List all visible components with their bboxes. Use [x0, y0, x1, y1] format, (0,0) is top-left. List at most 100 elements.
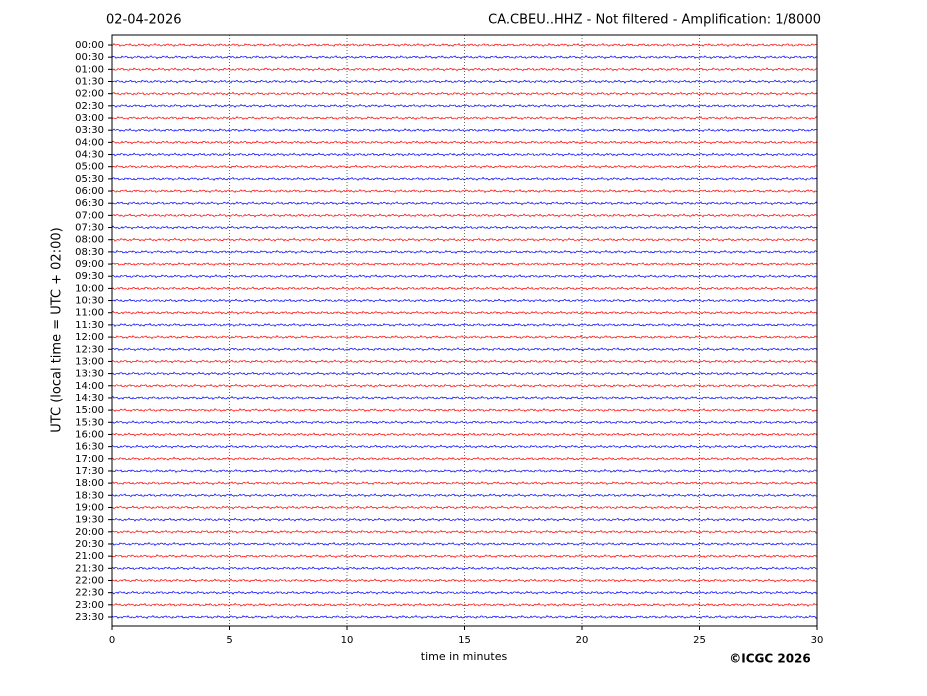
seismic-trace: [111, 298, 818, 303]
seismic-trace: [111, 481, 818, 486]
y-tick-label: 03:00: [75, 113, 104, 124]
y-tick-label: 19:30: [75, 515, 104, 526]
y-tick-label: 07:00: [75, 210, 104, 221]
seismic-trace: [111, 176, 818, 181]
y-tick-label: 14:30: [75, 393, 104, 404]
x-axis-label: time in minutes: [421, 650, 508, 663]
seismic-trace: [111, 541, 818, 547]
y-tick-label: 12:30: [75, 344, 104, 355]
y-tick-label: 12:00: [75, 332, 104, 343]
y-tick-label: 06:30: [75, 198, 104, 209]
seismic-trace: [111, 578, 818, 583]
y-tick-label: 01:00: [75, 64, 104, 75]
seismic-trace: [111, 42, 818, 48]
y-tick-label: 10:00: [75, 283, 104, 294]
seismic-trace: [111, 225, 818, 230]
y-tick-label: 02:00: [75, 89, 104, 100]
seismic-trace: [111, 262, 818, 267]
x-tick-label: 15: [458, 635, 471, 646]
seismic-trace: [111, 493, 818, 498]
seismic-trace: [111, 359, 818, 364]
y-tick-label: 23:30: [75, 612, 104, 623]
seismic-trace: [111, 408, 818, 413]
seismic-trace: [111, 420, 818, 425]
seismic-trace: [111, 505, 818, 510]
y-tick-label: 20:00: [75, 527, 104, 538]
seismic-trace: [111, 274, 818, 279]
seismic-trace: [111, 91, 818, 96]
y-tick-label: 01:30: [75, 77, 104, 88]
seismic-trace: [111, 517, 818, 522]
x-tick-label: 5: [226, 635, 232, 646]
y-tick-label: 17:00: [75, 454, 104, 465]
seismic-trace: [111, 590, 818, 595]
y-tick-label: 02:30: [75, 101, 104, 112]
seismic-trace: [111, 371, 818, 376]
seismic-trace: [111, 286, 818, 291]
y-tick-label: 14:00: [75, 381, 104, 392]
y-axis-label: UTC (local time = UTC + 02:00): [50, 227, 65, 432]
y-tick-label: 03:30: [75, 125, 104, 136]
seismic-trace: [111, 395, 818, 400]
seismic-trace: [111, 115, 818, 121]
seismic-trace: [111, 164, 818, 169]
seismic-trace: [111, 237, 818, 242]
seismic-trace: [111, 444, 818, 449]
y-tick-label: 07:30: [75, 223, 104, 234]
x-tick-label: 20: [576, 635, 589, 646]
seismic-trace: [111, 335, 818, 340]
seismic-trace: [111, 213, 818, 218]
y-tick-label: 10:30: [75, 296, 104, 307]
seismic-trace: [111, 249, 818, 254]
seismic-trace: [111, 55, 818, 60]
y-tick-label: 11:00: [75, 308, 104, 319]
y-tick-label: 09:00: [75, 259, 104, 270]
x-tick-label: 0: [109, 635, 115, 646]
seismic-trace: [111, 383, 818, 388]
y-tick-label: 15:00: [75, 405, 104, 416]
seismic-trace: [111, 554, 818, 559]
x-tick-label: 10: [341, 635, 354, 646]
seismic-trace: [111, 103, 818, 108]
y-tick-label: 15:30: [75, 417, 104, 428]
seismic-trace: [111, 152, 818, 157]
seismic-trace: [111, 67, 818, 72]
seismic-trace: [111, 468, 818, 474]
y-tick-label: 00:00: [75, 40, 104, 51]
y-tick-label: 04:00: [75, 137, 104, 148]
seismic-trace: [111, 614, 818, 620]
y-tick-label: 08:00: [75, 235, 104, 246]
plot-area: [111, 35, 818, 626]
y-tick-label: 18:30: [75, 490, 104, 501]
date: 02-04-2026: [106, 13, 182, 28]
y-tick-label: 18:00: [75, 478, 104, 489]
x-tick-label: 25: [693, 635, 706, 646]
y-tick-label: 06:00: [75, 186, 104, 197]
seismic-trace: [111, 188, 818, 194]
seismic-trace: [111, 322, 818, 327]
y-tick-label: 22:00: [75, 575, 104, 586]
y-tick-label: 09:30: [75, 271, 104, 282]
seismic-trace: [111, 201, 818, 206]
y-tick-label: 13:30: [75, 369, 104, 380]
y-tick-label: 20:30: [75, 539, 104, 550]
chart-title: CA.CBEU..HHZ - Not filtered - Amplificat…: [488, 13, 821, 28]
y-tick-label: 05:30: [75, 174, 104, 185]
y-tick-label: 17:30: [75, 466, 104, 477]
y-tick-label: 21:30: [75, 563, 104, 574]
y-tick-label: 11:30: [75, 320, 104, 331]
seismic-trace: [111, 310, 818, 315]
seismic-trace: [111, 128, 818, 133]
seismic-trace: [111, 140, 818, 145]
seismic-trace: [111, 566, 818, 571]
y-tick-label: 04:30: [75, 150, 104, 161]
y-tick-label: 00:30: [75, 52, 104, 63]
seismic-trace: [111, 602, 818, 607]
y-tick-label: 08:30: [75, 247, 104, 258]
y-tick-label: 21:00: [75, 551, 104, 562]
seismic-trace: [111, 529, 818, 534]
y-tick-label: 16:00: [75, 429, 104, 440]
copyright: ©ICGC 2026: [729, 652, 811, 666]
